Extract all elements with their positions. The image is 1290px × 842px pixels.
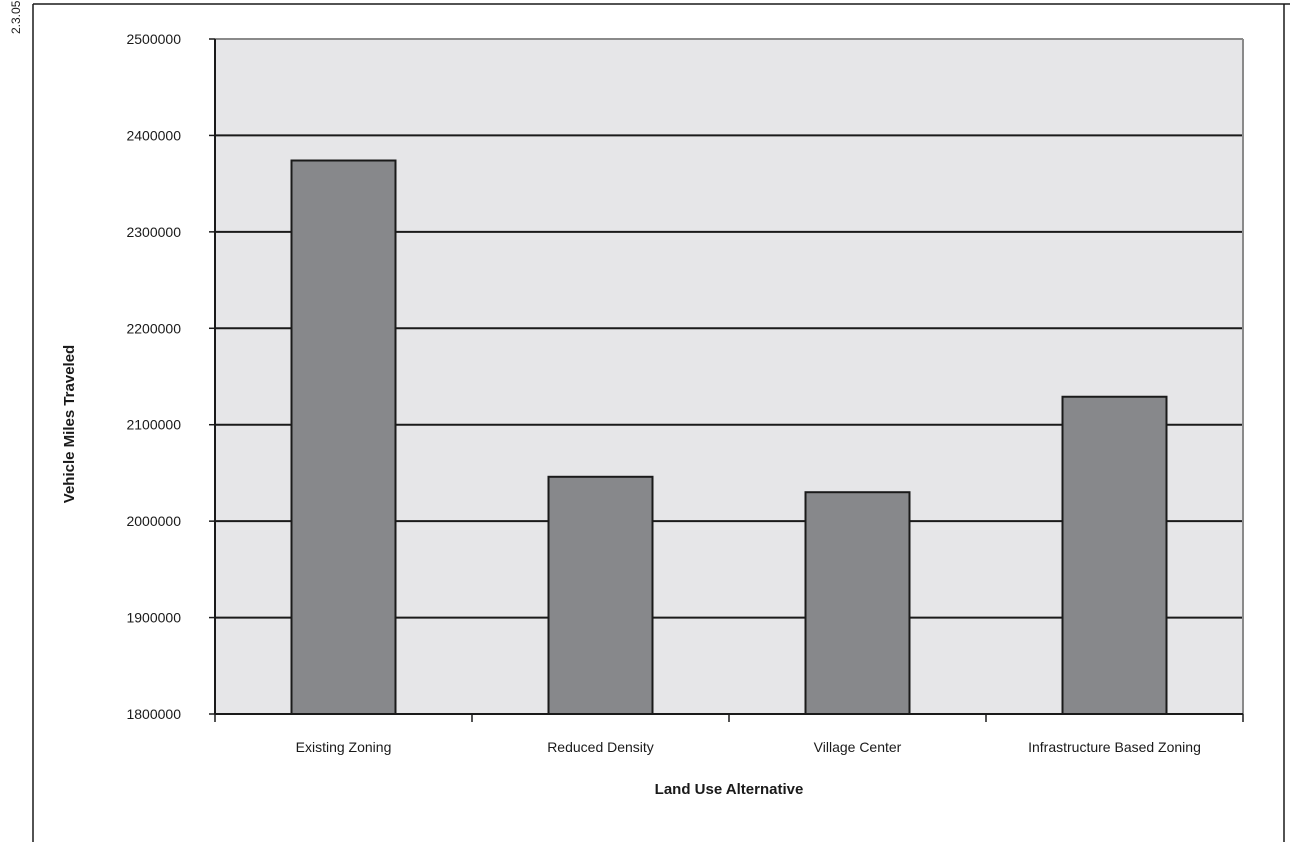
x-tick-label: Existing Zoning bbox=[296, 739, 392, 755]
bar bbox=[804, 491, 911, 716]
y-tick-label: 2500000 bbox=[126, 31, 181, 47]
x-axis-title: Land Use Alternative bbox=[655, 781, 804, 798]
x-tick-label: Reduced Density bbox=[547, 739, 654, 755]
y-tick-label: 2400000 bbox=[126, 127, 181, 143]
y-tick-label: 2300000 bbox=[126, 224, 181, 240]
bar bbox=[1061, 395, 1168, 715]
page-number: 2.3.05 bbox=[9, 0, 23, 34]
axes bbox=[209, 38, 1244, 722]
bars bbox=[290, 159, 1168, 716]
x-tick-label: Infrastructure Based Zoning bbox=[1028, 739, 1201, 755]
y-tick-label: 1800000 bbox=[126, 706, 181, 722]
x-tick-label: Village Center bbox=[814, 739, 902, 755]
y-tick-label: 2100000 bbox=[126, 417, 181, 433]
y-axis-title: Vehicle Miles Traveled bbox=[61, 345, 78, 503]
y-tick-label: 1900000 bbox=[126, 610, 181, 626]
x-tick-labels: Existing Zoning Reduced Density Village Ce… bbox=[296, 739, 1201, 755]
bar bbox=[547, 475, 654, 715]
y-tick-label: 2000000 bbox=[126, 513, 181, 529]
bar bbox=[290, 159, 397, 715]
y-tick-labels: 1800000 1900000 2000000 2100000 2200000 23000… bbox=[126, 31, 181, 722]
y-tick-label: 2200000 bbox=[126, 320, 181, 336]
